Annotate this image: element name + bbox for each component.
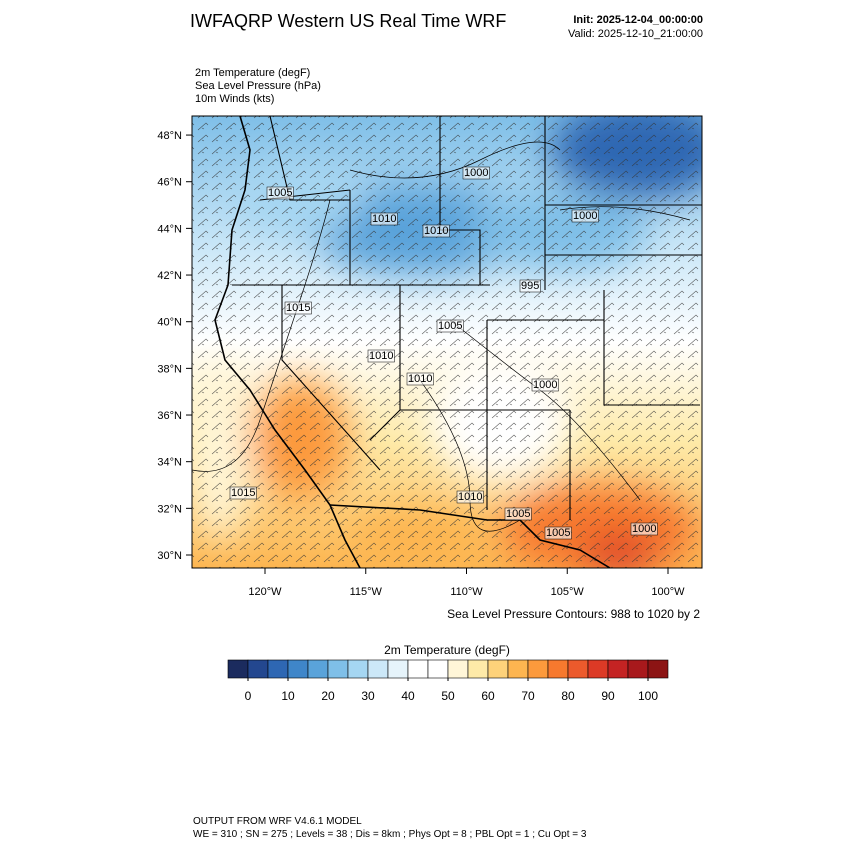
colorbar-box — [507, 659, 529, 679]
lat-tick-label: 36°N — [157, 410, 182, 422]
contour-label-box — [504, 507, 532, 521]
contour-label: 1010 — [369, 350, 393, 362]
contour-label: 1010 — [424, 225, 448, 237]
colorbar-box — [587, 659, 609, 679]
wind-barbs — [192, 116, 702, 568]
lat-tick-label: 44°N — [157, 223, 182, 235]
contour-labels: 1005 1010 1010 1000 1000 995 1015 1005 1… — [229, 166, 658, 540]
contour-label-box — [422, 224, 450, 238]
lon-tick-label: 115°W — [350, 586, 383, 598]
colorbar-box — [647, 659, 669, 679]
contour-label-box — [456, 490, 484, 504]
colorbar-box — [227, 659, 249, 679]
contour-label-box — [406, 372, 434, 386]
contour-label: 1015 — [231, 487, 255, 499]
lon-tick-label: 120°W — [248, 586, 282, 598]
colorbar-box — [287, 659, 309, 679]
contour-label-box — [229, 486, 257, 500]
contour-label-box — [571, 209, 599, 223]
field-label: Sea Level Pressure (hPa) — [195, 80, 321, 92]
lat-tick-label: 48°N — [157, 130, 182, 142]
contour-label: 1005 — [506, 508, 530, 520]
lat-tick-label: 32°N — [157, 503, 182, 515]
contour-label: 1005 — [546, 527, 570, 539]
colorbar-box — [527, 659, 549, 679]
colorbar-box — [407, 659, 429, 679]
contour-label-box — [531, 378, 559, 392]
valid-time: Valid: 2025-12-10_21:00:00 — [568, 28, 703, 40]
contour-label-box — [284, 301, 312, 315]
colorbar-box — [547, 659, 569, 679]
contour-label: 1005 — [438, 320, 462, 332]
contour-label-box — [367, 349, 395, 363]
footer-line: OUTPUT FROM WRF V4.6.1 MODEL — [193, 816, 362, 827]
colorbar-box — [567, 659, 589, 679]
lon-tick-label: 100°W — [651, 586, 685, 598]
lat-tick-label: 40°N — [157, 317, 182, 329]
contour-label-box — [370, 212, 398, 226]
colorbar-box — [427, 659, 449, 679]
contour-label-box — [462, 166, 490, 180]
colorbar-box — [447, 659, 469, 679]
colorbar-title: 2m Temperature (degF) — [384, 643, 510, 657]
field-label: 2m Temperature (degF) — [195, 67, 310, 79]
contour-label: 1000 — [464, 167, 488, 179]
contour-label: 995 — [521, 280, 539, 292]
contour-label: 1010 — [458, 491, 482, 503]
contour-label-box — [544, 526, 572, 540]
contour-label-box — [436, 319, 464, 333]
contour-label: 1000 — [573, 210, 597, 222]
contour-label-box — [630, 522, 658, 536]
contour-label: 1010 — [408, 373, 432, 385]
lat-tick-label: 38°N — [157, 363, 182, 375]
colorbar-box — [467, 659, 489, 679]
contour-label-box — [519, 279, 541, 293]
lat-tick-label: 42°N — [157, 270, 182, 282]
title: IWFAQRP Western US Real Time WRF — [190, 11, 506, 31]
colorbar-tick-label: 50 — [441, 689, 455, 703]
colorbar-box — [387, 659, 409, 679]
colorbar-tick-label: 100 — [638, 689, 658, 703]
colorbar-box — [327, 659, 349, 679]
contour-label: 1000 — [533, 379, 557, 391]
colorbar-box — [367, 659, 389, 679]
lon-tick-label: 105°W — [551, 586, 585, 598]
footer-line: WE = 310 ; SN = 275 ; Levels = 38 ; Dis … — [193, 829, 587, 840]
colorbar-box — [347, 659, 369, 679]
colorbar-box — [247, 659, 269, 679]
contour-label: 1015 — [286, 302, 310, 314]
map-frame — [191, 115, 703, 569]
colorbar-tick-label: 0 — [245, 689, 252, 703]
init-time: Init: 2025-12-04_00:00:00 — [573, 14, 703, 26]
contour-label: 1005 — [268, 187, 292, 199]
colorbar-tick-label: 60 — [481, 689, 495, 703]
field-label: 10m Winds (kts) — [195, 93, 274, 105]
contour-label: 1010 — [372, 213, 396, 225]
colorbar-tick-label: 20 — [321, 689, 335, 703]
contour-label: 1000 — [632, 523, 656, 535]
colorbar-box — [307, 659, 329, 679]
colorbar-box — [627, 659, 649, 679]
colorbar-tick-label: 80 — [561, 689, 575, 703]
map-area — [192, 116, 702, 568]
contour-label-box — [266, 186, 294, 200]
colorbar-box — [487, 659, 509, 679]
lat-tick-label: 46°N — [157, 177, 182, 189]
lat-tick-label: 30°N — [157, 550, 182, 562]
contour-note: Sea Level Pressure Contours: 988 to 1020… — [447, 607, 700, 621]
colorbar-box — [267, 659, 289, 679]
colorbar-tick-label: 10 — [281, 689, 295, 703]
colorbar-tick-label: 90 — [601, 689, 615, 703]
lon-tick-label: 110°W — [450, 586, 483, 598]
colorbar-tick-label: 70 — [521, 689, 535, 703]
colorbar-tick-label: 40 — [401, 689, 415, 703]
lat-tick-label: 34°N — [157, 457, 182, 469]
colorbar-tick-label: 30 — [361, 689, 375, 703]
colorbar-box — [607, 659, 629, 679]
